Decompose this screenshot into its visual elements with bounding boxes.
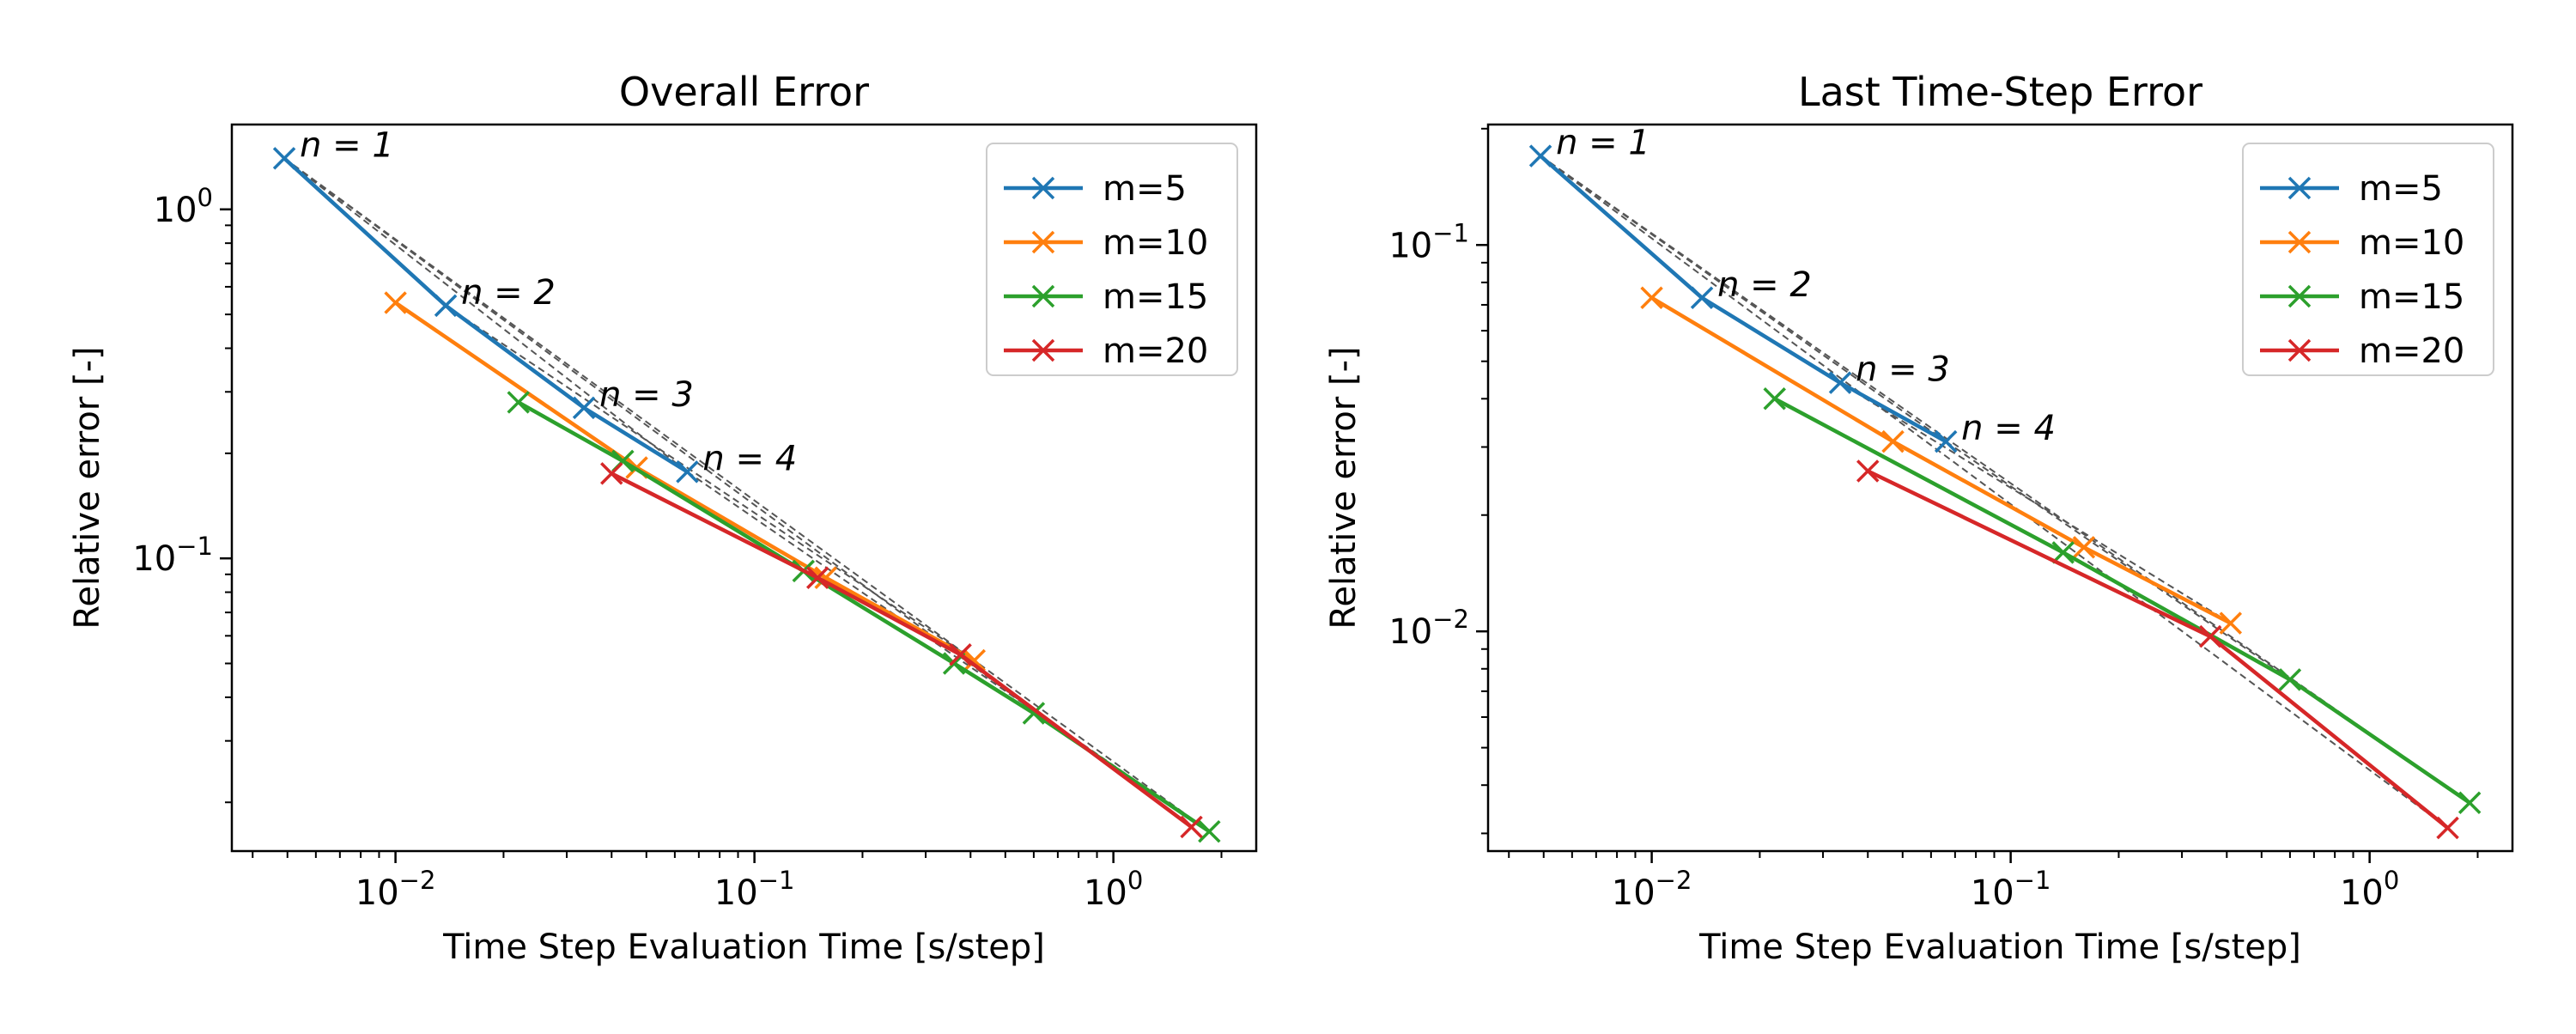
data-point-marker (434, 294, 458, 318)
legend-swatch-marker (2287, 338, 2312, 362)
data-point-marker (1934, 429, 1958, 453)
series-line-m=15 (517, 400, 1211, 834)
data-point-marker (2072, 536, 2096, 559)
x-axis-label: Time Step Evaluation Time [s/step] (1698, 928, 2301, 967)
series-line-m=10 (394, 301, 975, 662)
data-point-marker (572, 396, 596, 420)
series-line-m=20 (611, 471, 1193, 829)
legend-box (2242, 143, 2494, 376)
legend-swatch-marker (2287, 176, 2312, 200)
point-annotation: n = 3 (1856, 350, 1950, 390)
data-point-marker (963, 648, 987, 672)
y-tick-label: 10−1 (1388, 218, 1469, 265)
data-point-marker (2219, 611, 2243, 635)
point-annotation: n = 2 (461, 273, 556, 313)
y-tick-label: 100 (154, 183, 213, 230)
legend-entry-label: m=5 (1103, 169, 1187, 209)
series-line-m=15 (1773, 397, 2471, 805)
data-point-marker (949, 642, 972, 666)
x-axis-label: Time Step Evaluation Time [s/step] (442, 928, 1045, 967)
legend-entry-label: m=15 (1103, 277, 1208, 317)
legend: m=5 m=10 m=15 m=20 (2242, 143, 2494, 376)
data-point-marker (1881, 429, 1905, 453)
reference-dashed-line (283, 157, 689, 473)
series-line-m=5 (283, 156, 689, 474)
legend-entry-label: m=5 (2359, 169, 2443, 209)
data-point-marker (2278, 668, 2302, 691)
plot-area (272, 147, 1221, 843)
point-annotation: n = 1 (1556, 124, 1650, 163)
legend-entry-label: m=10 (1103, 223, 1208, 263)
data-point-marker (2198, 624, 2222, 648)
x-tick-label: 10−2 (355, 866, 436, 913)
data-point-marker (805, 566, 829, 589)
legend-swatch-marker (2287, 284, 2312, 308)
data-point-marker (2458, 791, 2482, 815)
data-point-marker (1528, 144, 1552, 167)
data-point-marker (2436, 816, 2459, 840)
data-point-marker (2051, 541, 2075, 564)
legend-entry-label: m=15 (2359, 277, 2464, 317)
legend-swatch-marker (1031, 338, 1055, 362)
legend-swatch-marker (1031, 230, 1055, 254)
legend-swatch-marker (1031, 284, 1055, 308)
plot-frame (1486, 123, 2514, 853)
reference-dashed-line (283, 157, 1210, 833)
point-annotation: n = 4 (702, 439, 797, 478)
x-tick-label: 100 (1084, 866, 1143, 913)
series-line-m=10 (1650, 295, 2232, 625)
chart-panel-1: Overall Error Time Step Evaluation Time [… (68, 69, 1258, 967)
legend-entry-label: m=20 (1103, 331, 1208, 371)
point-annotation: n = 3 (599, 375, 694, 415)
legend-box (986, 143, 1238, 376)
series-line-m=5 (1539, 154, 1947, 444)
x-tick-label: 10−1 (1971, 866, 2051, 913)
data-point-marker (1763, 387, 1786, 411)
y-axis-label: Relative error [-] (1324, 346, 1364, 629)
y-axis-label: Relative error [-] (68, 346, 107, 629)
y-tick-label: 10−1 (132, 532, 213, 579)
plot-frame (230, 123, 1258, 853)
point-annotation: n = 1 (300, 125, 394, 165)
legend-entry-label: m=20 (2359, 331, 2464, 371)
legend-entry-label: m=10 (2359, 223, 2464, 263)
reference-dashed-line (445, 304, 975, 661)
data-point-marker (1198, 819, 1221, 843)
point-annotation: n = 4 (1961, 409, 2056, 448)
x-tick-label: 100 (2340, 866, 2399, 913)
chart-title: Overall Error (619, 69, 869, 115)
chart-title: Last Time-Step Error (1798, 69, 2202, 115)
data-point-marker (1180, 815, 1203, 839)
data-point-marker (600, 462, 623, 485)
data-point-marker (1856, 459, 1880, 483)
data-point-marker (384, 291, 407, 314)
legend-swatch-marker (2287, 230, 2312, 254)
data-point-marker (507, 391, 530, 414)
reference-dashed-line (1540, 155, 2449, 829)
point-annotation: n = 2 (1717, 265, 1812, 305)
data-point-marker (272, 147, 296, 170)
data-point-marker (1828, 371, 1852, 394)
series-line-m=20 (1867, 469, 2449, 830)
legend-swatch-marker (1031, 176, 1055, 200)
x-tick-label: 10−1 (714, 866, 795, 913)
data-point-marker (676, 460, 699, 484)
chart-panel-2: Last Time-Step Error Time Step Evaluation… (1324, 69, 2514, 967)
y-tick-label: 10−2 (1388, 605, 1469, 652)
data-point-marker (1640, 286, 1663, 309)
x-tick-label: 10−2 (1612, 866, 1692, 913)
plot-area (1528, 144, 2482, 840)
data-point-marker (1690, 286, 1714, 309)
legend: m=5 m=10 m=15 m=20 (986, 143, 1238, 376)
